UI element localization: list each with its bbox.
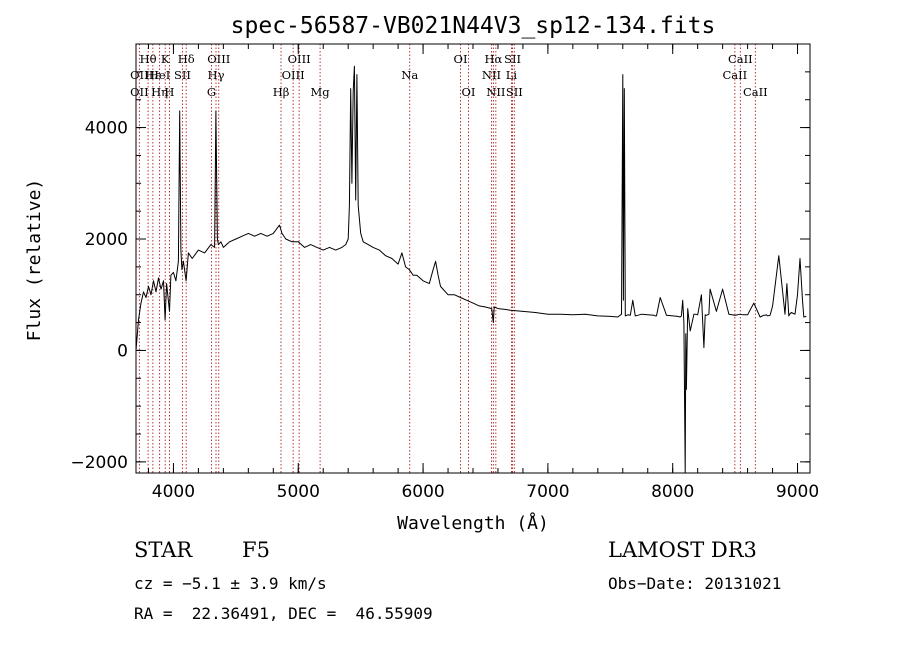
marker-label: CaII <box>743 85 768 99</box>
y-tick-label: 4000 <box>85 119 128 139</box>
marker-label: OI <box>462 85 476 99</box>
marker-label: OI <box>454 52 468 66</box>
x-axis-label: Wavelength (Å) <box>397 512 549 534</box>
marker-label: Na <box>401 68 418 82</box>
survey-name: LAMOST DR3 <box>608 538 757 562</box>
observation-date: Obs−Date: 20131021 <box>608 574 782 593</box>
marker-label: Hε <box>145 68 161 82</box>
y-axis-ticks: −2000 0 2000 4000 <box>70 43 810 473</box>
marker-label: SII <box>506 85 523 99</box>
x-tick-label: 8000 <box>651 482 694 502</box>
marker-label: OIII <box>282 68 305 82</box>
marker-label: OII <box>130 85 149 99</box>
marker-label: OIII <box>207 52 230 66</box>
y-axis-label: Flux (relative) <box>24 179 45 342</box>
marker-label: NII <box>482 68 501 82</box>
y-tick-label: 2000 <box>85 230 128 250</box>
y-tick-label: −2000 <box>70 453 128 473</box>
marker-label: CaII <box>722 68 747 82</box>
marker-label: Hα <box>484 52 502 66</box>
x-tick-label: 7000 <box>526 482 569 502</box>
chart-title: spec-56587-VB021N44V3_sp12-134.fits <box>231 13 716 39</box>
plot-frame <box>135 43 811 474</box>
marker-label: Hθ <box>140 52 157 66</box>
marker-label: CaII <box>728 52 753 66</box>
x-tick-label: 5000 <box>277 482 320 502</box>
marker-label: HeI <box>149 68 170 82</box>
marker-label: SII <box>174 68 191 82</box>
marker-label: H <box>164 85 174 99</box>
marker-label: Hδ <box>178 52 195 66</box>
object-class: STAR <box>134 538 193 562</box>
coordinates-readout: RA = 22.36491, DEC = 46.55909 <box>134 604 433 623</box>
marker-label: NII <box>486 85 505 99</box>
object-subclass: F5 <box>242 538 270 562</box>
spectrum-line <box>135 65 807 474</box>
redshift-readout: cz = −5.1 ± 3.9 km/s <box>134 574 327 593</box>
marker-label: Hγ <box>208 68 225 82</box>
marker-label: Hη <box>151 85 168 99</box>
marker-label: Mg <box>311 85 331 99</box>
x-tick-label: 9000 <box>776 482 819 502</box>
x-tick-label: 6000 <box>401 482 444 502</box>
marker-label: K <box>161 52 170 66</box>
marker-label: Li <box>506 68 518 82</box>
x-tick-label: 4000 <box>152 482 195 502</box>
x-axis-ticks: 4000 5000 6000 7000 8000 9000 <box>147 44 819 502</box>
marker-label: G <box>207 85 216 99</box>
marker-label: Hβ <box>273 85 290 99</box>
marker-label: OII <box>130 68 149 82</box>
marker-label: SII <box>504 52 521 66</box>
marker-label: OIII <box>288 52 311 66</box>
emission-line-markers <box>138 44 756 473</box>
y-tick-label: 0 <box>117 341 128 361</box>
